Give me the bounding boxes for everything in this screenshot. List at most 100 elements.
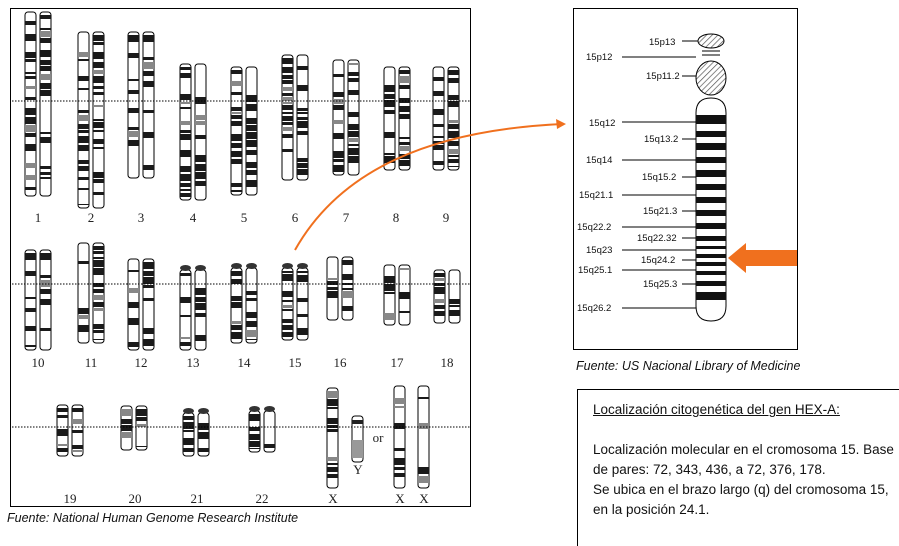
- band-15p11-2: [695, 60, 727, 96]
- chromosome-band: [128, 318, 139, 325]
- chromosome-band: [25, 76, 36, 79]
- chromosome-band: [399, 160, 410, 166]
- chromosome-band: [72, 450, 83, 452]
- chromosome-label: 17: [391, 355, 405, 370]
- chromosome-band: [348, 124, 359, 130]
- chromosome-band: [183, 438, 194, 445]
- chromosome-band: [282, 271, 293, 273]
- chromosome-band: [249, 414, 260, 421]
- karyotype-source-caption: Fuente: National Human Genome Research I…: [7, 511, 299, 525]
- chromosome-band: [93, 251, 104, 254]
- chromosome-band: [121, 409, 132, 416]
- chromosome-band: [264, 444, 275, 448]
- chromosome-band: [333, 159, 344, 162]
- chromosome-band: [180, 94, 191, 100]
- info-title: Localización citogenética del gen HEX-A:: [593, 402, 840, 417]
- chromosome-band: [434, 299, 445, 303]
- chromosome-band: [246, 170, 257, 175]
- chromosome-band: [342, 260, 353, 265]
- chromosome-band: [195, 288, 206, 295]
- chromosome-band: [342, 274, 353, 280]
- chromosome-band: [57, 429, 68, 436]
- chr15-left-labels: 15p12 15q12 15q14 15q21.1 15q22.2 15q23 …: [577, 52, 615, 314]
- chr15-band: [696, 236, 726, 241]
- chromosome-band: [143, 62, 154, 69]
- chromosome-band: [297, 158, 308, 162]
- chromosome-band: [282, 93, 293, 96]
- chromosome-band: [143, 339, 154, 346]
- chromosome-band: [78, 325, 89, 332]
- chromosome-band: [249, 434, 260, 440]
- chromosome-band: [180, 183, 191, 187]
- chromosome-label: 1: [35, 210, 42, 225]
- chromosome-band: [448, 141, 459, 146]
- chromosome-band: [448, 78, 459, 83]
- chromosome-band: [93, 147, 104, 149]
- chromosome-band: [78, 130, 89, 133]
- chromosome: [332, 59, 345, 176]
- chromosome-band: [399, 106, 410, 112]
- chr15-band: [696, 184, 726, 190]
- chromosome-band: [78, 76, 89, 81]
- chromosome: [383, 66, 396, 171]
- chromosome-band: [231, 134, 242, 141]
- chromosome-band: [333, 120, 344, 124]
- chromosome-band: [418, 423, 429, 429]
- chr15-band: [696, 157, 726, 163]
- chromosome-band: [78, 124, 89, 129]
- chromosome-band: [418, 476, 429, 483]
- chromosome-band: [246, 118, 257, 124]
- chromosome-band: [93, 246, 104, 250]
- chromosome-band: [448, 155, 459, 157]
- chromosome-band: [93, 192, 104, 195]
- chromosome-band: [282, 116, 293, 121]
- chromosome-band: [246, 104, 257, 111]
- chromosome-band: [399, 142, 410, 145]
- chromosome-band: [384, 313, 395, 320]
- band-label: 15q25.3: [643, 279, 677, 290]
- chromosome-band: [327, 287, 338, 290]
- chromosome-band: [143, 81, 154, 87]
- chromosome-label: 15: [289, 355, 302, 370]
- chromosome-band: [297, 298, 308, 302]
- info-body: Localización molecular en el cromosoma 1…: [593, 440, 899, 520]
- chromosome-band: [394, 406, 405, 408]
- chromosome-band: [25, 125, 36, 132]
- chromosome-band: [40, 289, 51, 294]
- chromosome-band: [249, 427, 260, 431]
- chromosome-band: [40, 132, 51, 134]
- chromosome-band: [434, 278, 445, 281]
- chromosome-band: [297, 108, 308, 111]
- chromosome-band: [180, 174, 191, 181]
- chromosome-band: [72, 445, 83, 449]
- chromosome-band: [93, 52, 104, 59]
- band-label: 15p11.2: [646, 71, 680, 82]
- chromosome: [230, 66, 243, 196]
- chromosome-band: [384, 284, 395, 291]
- chromosome-band: [40, 74, 51, 80]
- chromosome-band: [183, 448, 194, 452]
- chromosome-band: [195, 135, 206, 139]
- chromosome-band: [180, 134, 191, 140]
- chromosome-band: [25, 297, 36, 299]
- chromosome-band: [93, 257, 104, 259]
- chromosome-band: [231, 107, 242, 111]
- chromosome-band: [433, 136, 444, 138]
- chromosome-band: [25, 308, 36, 312]
- chromosome-band: [198, 423, 209, 430]
- chr15-band: [696, 115, 726, 124]
- band-label: 15q25.1: [578, 265, 612, 276]
- chr15-band: [696, 246, 726, 249]
- chromosome-band: [40, 166, 51, 169]
- chromosome-band: [143, 132, 154, 138]
- chromosome-band: [78, 145, 89, 151]
- chromosome-band: [40, 60, 51, 65]
- chromosome-band: [348, 131, 359, 137]
- chromosome-band: [297, 112, 308, 114]
- chromosome-band: [40, 38, 51, 43]
- chromosome-band: [297, 131, 308, 135]
- connector-arrow-head: [556, 119, 566, 129]
- chromosome-band: [183, 416, 194, 420]
- chromosome-band: [433, 77, 444, 81]
